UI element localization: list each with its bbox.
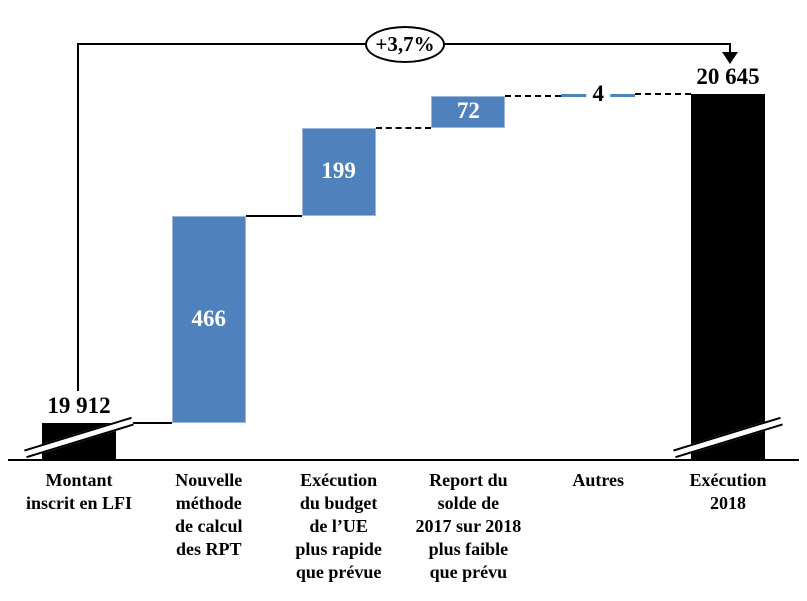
value-label-nouvelle-methode-rpt: 466 [191,305,227,331]
annotation-arrow-head-icon [722,52,738,64]
growth-annotation-badge: +3,7% [365,26,445,63]
bar-nouvelle-methode-rpt [171,216,246,423]
x-axis-line [8,459,799,461]
category-label-execution-2018: Exécution 2018 [689,470,767,513]
value-label-report-solde-2017-2018: 72 [456,97,480,123]
growth-annotation-label: +3,7% [375,32,435,56]
connector-after-montant-lfi [116,422,172,424]
value-label-execution-2018: 20 645 [696,63,760,89]
category-label-execution-budget-ue: Exécution du budget de l’UE plus rapide … [295,470,382,582]
category-label-report-solde-2017-2018: Report du solde de 2017 sur 2018 plus fa… [415,470,522,582]
connector-after-report-solde-2017-2018 [505,94,562,97]
bar-execution-budget-ue [301,127,376,217]
connector-after-execution-budget-ue [375,126,432,129]
bar-execution-2018 [691,93,765,460]
value-label-montant-lfi: 19 912 [47,393,111,418]
category-label-montant-lfi: Montant inscrit en LFI [26,470,132,513]
annotation-bracket-top-line-right [437,43,731,45]
bar-report-solde-2017-2018 [431,95,506,128]
annotation-bracket-left-line [77,43,79,391]
category-label-autres: Autres [572,470,625,490]
connector-after-autres [635,92,691,95]
category-label-nouvelle-methode-rpt: Nouvelle méthode de calcul des RPT [175,470,243,559]
value-label-autres: 4 [586,80,610,107]
connector-after-nouvelle-methode-rpt [245,215,302,218]
annotation-arrow-shaft [729,43,731,53]
value-label-execution-budget-ue: 199 [321,157,356,183]
annotation-bracket-top-line-left [77,43,372,45]
